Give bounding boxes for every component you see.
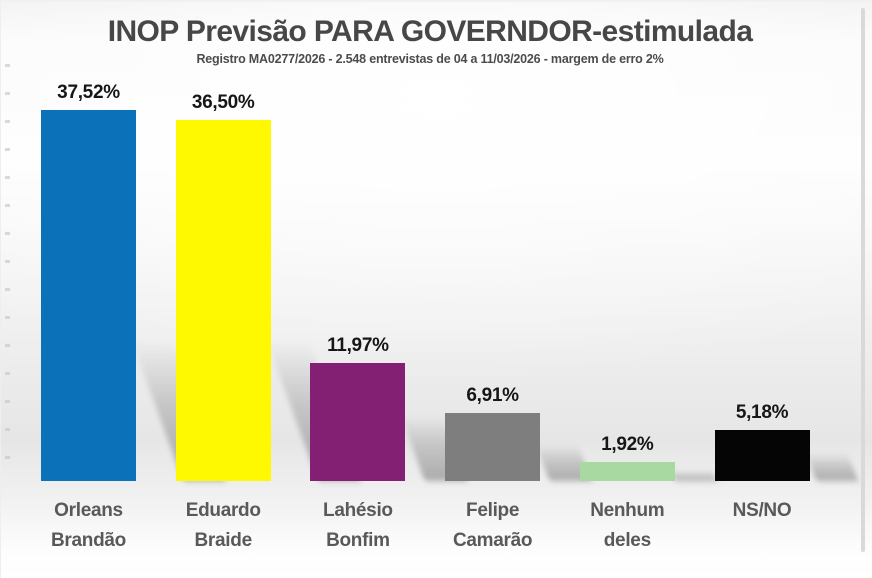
category-label: NS/NO [687, 496, 837, 526]
bar-shadow [670, 471, 717, 481]
category-label-line: deles [603, 530, 651, 551]
category-label-line: Bonfim [326, 530, 390, 551]
category-label: Nenhum deles [552, 496, 702, 556]
category-label: Lahésio Bonfim [283, 496, 433, 556]
value-label: 37,52% [57, 82, 120, 103]
chart-subtitle: Registro MA0277/2026 - 2.548 entrevistas… [196, 52, 664, 66]
category-label-line: Eduardo [185, 500, 261, 521]
chart-title: INOP Previsão PARA GOVERNDOR-estimulada [107, 15, 753, 48]
value-label: 5,18% [735, 402, 789, 423]
bar-4 [445, 413, 541, 481]
category-label-line: Nenhum [590, 500, 665, 521]
bar-shadow [805, 453, 858, 481]
category-label-line: Camarão [452, 530, 533, 551]
value-label: 6,91% [466, 385, 519, 406]
bar-2 [175, 120, 271, 481]
scrollbar[interactable] [861, 8, 865, 552]
bar-3 [310, 363, 406, 481]
category-label-line: Brandão [51, 530, 126, 551]
value-label: 1,92% [601, 434, 654, 455]
value-label: 36,50% [191, 92, 255, 113]
category-label: Eduardo Braide [148, 496, 298, 556]
category-label-line: Orleans [54, 500, 123, 521]
category-label: Felipe Camarão [418, 496, 568, 556]
axis-tick-marks [5, 64, 10, 472]
value-label: 11,97% [327, 335, 389, 356]
category-label-line: Lahésio [323, 500, 393, 521]
category-label-line: Braide [194, 530, 253, 551]
category-label: Orleans Brandão [14, 496, 164, 556]
bar-1 [41, 110, 136, 481]
category-label-line: NS/NO [732, 500, 792, 521]
bar-5 [579, 462, 675, 481]
category-label-line: Felipe [466, 500, 520, 521]
bar-6 [714, 430, 810, 481]
